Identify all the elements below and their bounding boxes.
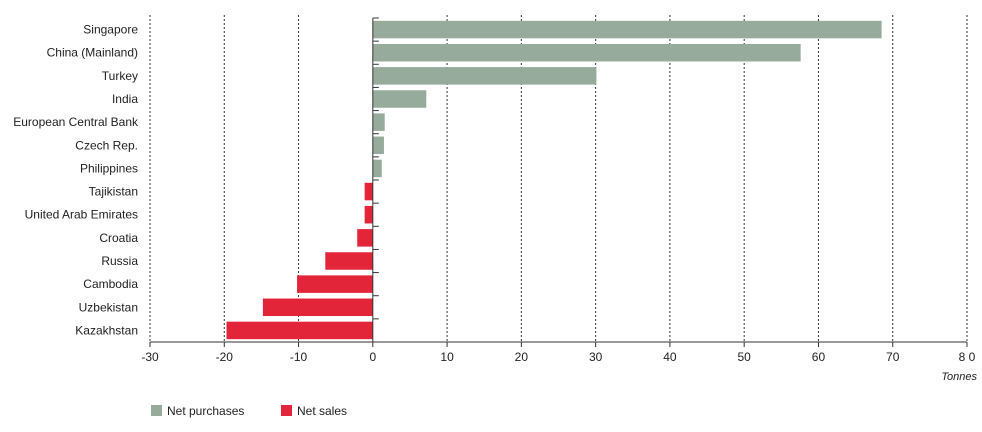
legend-label-net-sales: Net sales [297, 404, 347, 418]
x-axis-unit-label: Tonnes [941, 371, 977, 383]
category-label-russia: Russia [101, 254, 138, 268]
bar-european-central-bank [372, 113, 385, 131]
category-label-kazakhstan: Kazakhstan [75, 323, 138, 337]
x-tick-label: -20 [216, 350, 234, 364]
bar-tajikistan [364, 182, 373, 201]
bar-cambodia [297, 275, 373, 293]
category-label-united-arab-emirates: United Arab Emirates [25, 208, 138, 222]
legend-item-net-purchases: Net purchases [151, 404, 244, 418]
x-tick-label: -10 [290, 350, 308, 364]
x-tick-label: 50 [738, 350, 752, 364]
x-tick-label: 20 [515, 350, 529, 364]
gridlines [149, 15, 968, 342]
category-label-philippines: Philippines [80, 161, 138, 175]
x-tick-label: 8 0 [959, 350, 976, 364]
category-label-croatia: Croatia [99, 231, 138, 245]
bar-russia [325, 252, 373, 270]
bar-india [372, 90, 427, 108]
x-tick-label: 10 [440, 350, 454, 364]
x-tick-label: -30 [141, 350, 159, 364]
bar-singapore [372, 20, 882, 39]
legend-label-net-purchases: Net purchases [167, 404, 244, 418]
legend-swatch-net-purchases [151, 405, 162, 416]
category-label-tajikistan: Tajikistan [89, 185, 138, 199]
bar-kazakhstan [226, 321, 373, 340]
x-tick-label: 70 [886, 350, 900, 364]
bar-croatia [357, 229, 373, 247]
legend-swatch-net-sales [281, 405, 292, 416]
category-label-czech-rep: Czech Rep. [75, 138, 138, 152]
x-tick-label: 0 [369, 350, 376, 364]
category-label-turkey: Turkey [102, 69, 138, 83]
bars [226, 20, 882, 340]
category-label-china-mainland: China (Mainland) [47, 46, 138, 60]
bar-uzbekistan [262, 298, 373, 317]
category-label-singapore: Singapore [83, 23, 138, 37]
bar-czech-rep [372, 136, 384, 155]
bar-china-mainland [372, 43, 801, 62]
category-label-india: India [112, 92, 138, 106]
x-tick-label: 30 [589, 350, 603, 364]
legend-item-net-sales: Net sales [281, 404, 347, 418]
x-tick-label: 40 [663, 350, 677, 364]
bar-united-arab-emirates [364, 205, 373, 224]
category-label-uzbekistan: Uzbekistan [79, 300, 138, 314]
x-tick-label: 60 [812, 350, 826, 364]
category-label-cambodia: Cambodia [83, 277, 138, 291]
category-label-european-central-bank: European Central Bank [13, 115, 139, 129]
bar-philippines [372, 159, 382, 178]
tick-labels: -30 -20 -10 0 10 20 30 40 50 60 70 8 0 [141, 350, 975, 364]
bar-turkey [372, 67, 597, 85]
category-labels: Singapore China (Mainland) Turkey India Euro… [13, 23, 139, 338]
axes [149, 17, 968, 347]
legend: Net purchases Net sales [151, 404, 347, 418]
